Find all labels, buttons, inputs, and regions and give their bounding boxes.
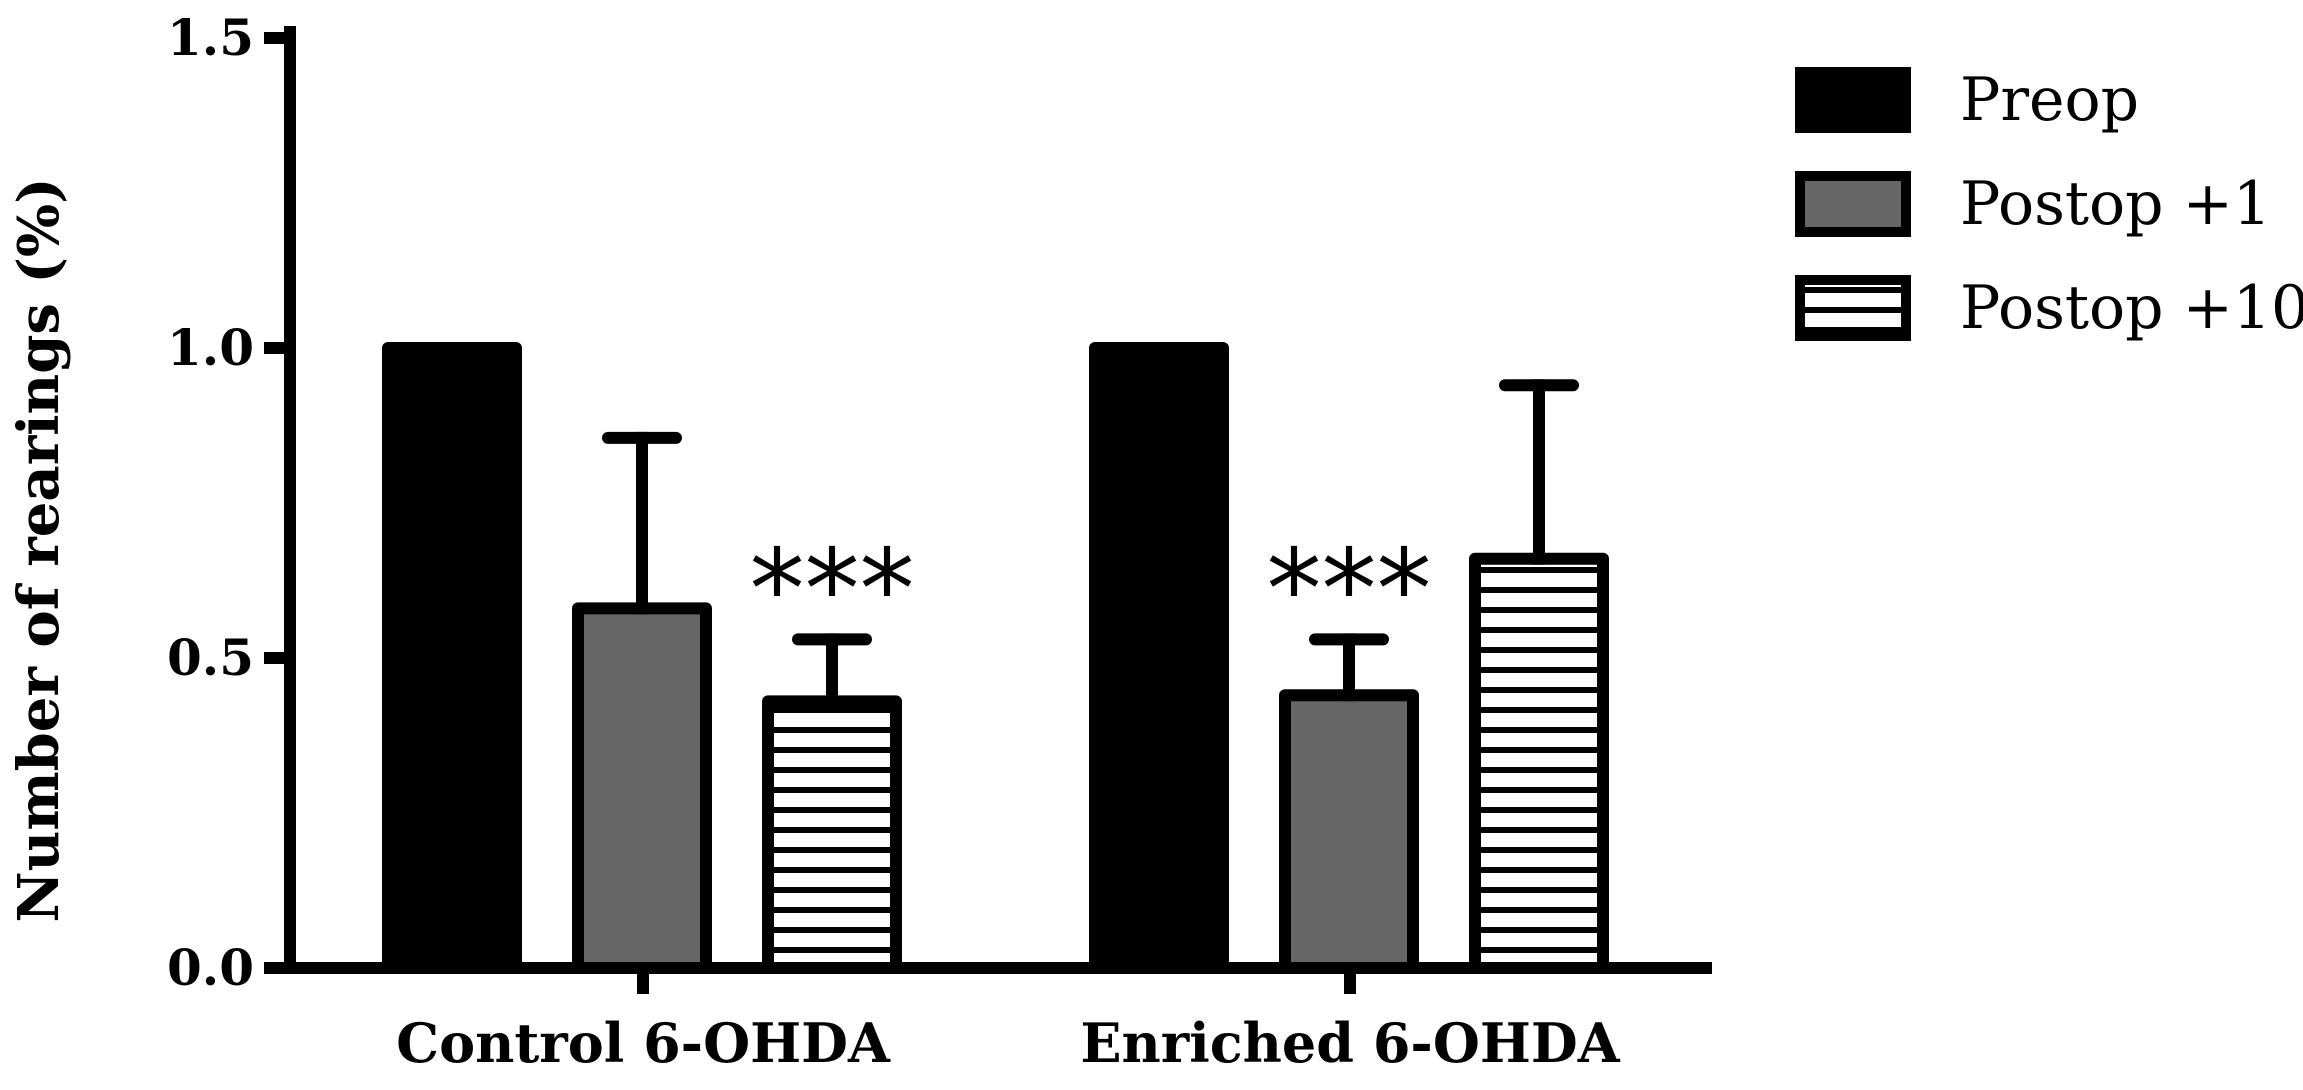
legend-label: Postop +10 [1960, 273, 2303, 343]
significance-label: *** [750, 525, 915, 653]
y-tick-label: 0.0 [167, 938, 254, 997]
bar-postop-1-1 [572, 602, 712, 975]
legend-swatch-postop-1 [1795, 171, 1911, 237]
legend-label: Preop [1960, 65, 2139, 135]
bar-postop-10-1 [762, 695, 902, 975]
significance-label: *** [1267, 525, 1432, 653]
bar-preop-1 [382, 342, 522, 974]
y-tick-label: 1.0 [167, 318, 254, 377]
bar-preop-2 [1089, 342, 1229, 974]
legend: Preop Postop +1 Postop +10 [1795, 65, 2303, 343]
legend-swatch-preop [1795, 67, 1911, 133]
x-category-label: Control 6-OHDA [396, 1011, 891, 1075]
bar-postop-1-2 [1279, 689, 1419, 974]
bar-postop-10-2 [1469, 552, 1609, 974]
x-category-label: Enriched 6-OHDA [1080, 1011, 1620, 1075]
legend-label: Postop +1 [1960, 169, 2271, 239]
y-axis-title: Number of rearings (%) [6, 177, 72, 922]
y-tick-label: 0.5 [167, 628, 254, 687]
plot-area: *** *** 0.0 0.5 1.0 1.5 Control 6-OHDA Enriched… [167, 8, 1712, 1075]
y-tick-label: 1.5 [167, 8, 254, 67]
legend-swatch-postop-10 [1795, 275, 1911, 341]
